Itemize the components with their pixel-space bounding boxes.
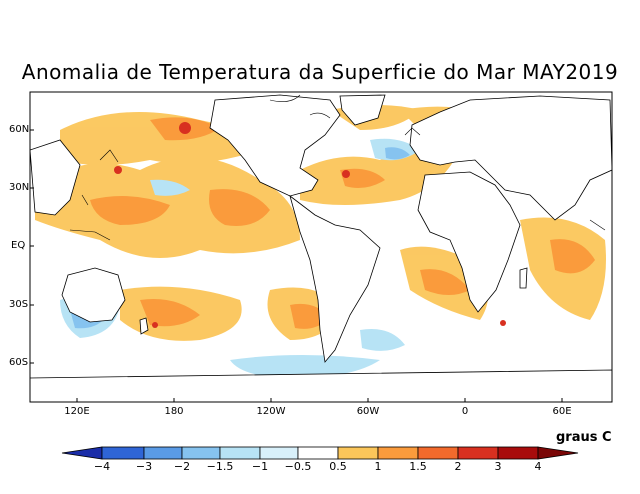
colorbar-segment — [219, 446, 261, 460]
axis-ticks — [30, 129, 563, 402]
colorbar-segment — [181, 446, 221, 460]
land-masses — [30, 94, 612, 402]
units-label: graus C — [556, 430, 612, 445]
lon-label: 120W — [256, 406, 286, 417]
colorbar-tick-label: 4 — [534, 460, 542, 473]
colorbar-tick-label: −3 — [135, 460, 153, 473]
colorbar-segment — [337, 446, 379, 460]
colorbar-tick-label: −1 — [251, 460, 269, 473]
colorbar-upper-arrow — [537, 446, 579, 460]
colorbar-tick-label: 0.5 — [329, 460, 347, 473]
lat-label: 60S — [9, 357, 29, 368]
lon-label: 0 — [461, 406, 469, 417]
lat-label: 30S — [9, 299, 29, 310]
map-frame — [29, 91, 613, 403]
colorbar-tick-label: 1.5 — [409, 460, 427, 473]
colorbar-segment — [417, 446, 459, 460]
colorbar-segment — [259, 446, 299, 460]
colorbar-segment — [297, 446, 339, 460]
strong-warm-anomalies — [90, 117, 595, 329]
colorbar-tick-label: −0.5 — [284, 460, 312, 473]
lat-label: 60N — [9, 124, 30, 135]
colorbar-lower-arrow — [61, 446, 103, 460]
map-title: Anomalia de Temperatura da Superficie do… — [21, 60, 619, 84]
colorbar-segment — [101, 446, 145, 460]
colorbar-tick-label: 2 — [454, 460, 462, 473]
colorbar-tick-label: 3 — [494, 460, 502, 473]
lat-label: EQ — [11, 240, 26, 251]
colorbar-tick-label: −4 — [93, 460, 111, 473]
islands — [69, 94, 606, 241]
lon-label: 60W — [356, 406, 380, 417]
colorbar-segment — [457, 446, 499, 460]
colorbar-tick-label: −1.5 — [206, 460, 234, 473]
lat-label: 30N — [9, 182, 30, 193]
colorbar-segment — [377, 446, 419, 460]
colorbar-tick-label: 1 — [374, 460, 382, 473]
colorbar-tick-label: −2 — [173, 460, 191, 473]
colorbar-segment — [143, 446, 183, 460]
lon-label: 120E — [64, 406, 90, 417]
lon-label: 60E — [552, 406, 572, 417]
colorbar-segment — [497, 446, 539, 460]
colorbar — [61, 446, 579, 460]
lon-label: 180 — [164, 406, 184, 417]
